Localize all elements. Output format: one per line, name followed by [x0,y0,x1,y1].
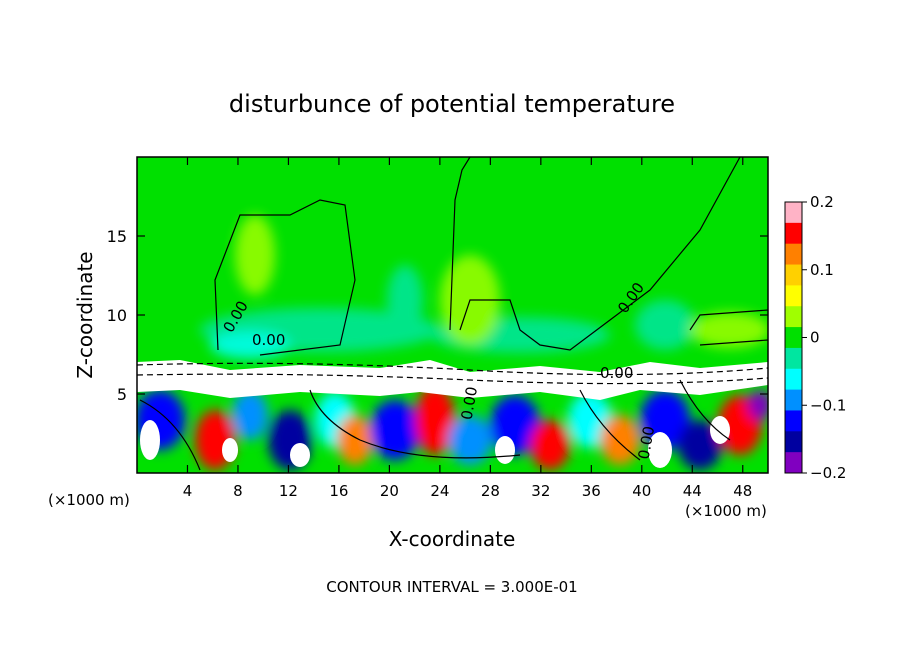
colorbar-tick-label: 0.1 [810,261,834,279]
colorbar-swatch [785,243,802,266]
x-unit-label-left: (×1000 m) [48,491,130,509]
colorbar-tick-label: −0.1 [810,396,846,414]
x-tick-label: 20 [380,482,399,500]
x-tick-label: 48 [733,482,752,500]
out-of-range-regions [137,360,768,468]
x-tick-label: 8 [233,482,243,500]
contour-lines [137,157,768,471]
colorbar: 0.2 0.1 0 −0.1 −0.2 [784,193,846,482]
colorbar-swatch [785,327,802,349]
colorbar-swatch [785,306,802,328]
plot-area: 0.00 0.00 0.00 0.00 0.00 0.00 [137,157,768,473]
x-tick-label: 24 [430,482,449,500]
colorbar-swatch [785,410,802,432]
x-tick-label: 40 [632,482,651,500]
contour-label: 0.00 [252,331,285,349]
colorbar-swatch [785,452,802,474]
x-tick-label: 28 [481,482,500,500]
colorbar-swatch [785,347,802,370]
x-axis: 4 8 12 16 20 24 28 32 36 40 44 48 [183,157,752,500]
contour-label: 0.00 [600,364,633,382]
x-tick-label: 32 [531,482,550,500]
x-tick-label: 12 [279,482,298,500]
x-axis-label: X-coordinate [389,527,516,551]
contour-label: 0.00 [458,385,482,421]
colorbar-swatch [785,202,802,224]
y-tick-label: 10 [107,306,127,325]
contour-label: 0.00 [635,425,659,461]
colorbar-swatch [785,389,802,411]
x-tick-label: 16 [329,482,348,500]
x-tick-label: 4 [183,482,193,500]
x-tick-label: 44 [683,482,702,500]
y-tick-label: 5 [117,385,127,404]
upper-field-shading [200,215,768,359]
colorbar-swatch [785,222,802,245]
colorbar-swatch [785,368,802,391]
colorbar-swatch [785,285,802,307]
colorbar-tick-label: −0.2 [810,464,846,482]
colorbar-swatch [785,264,802,286]
y-axis: 5 10 15 [107,227,768,404]
colorbar-swatch [785,431,802,453]
colorbar-tick-label: 0.2 [810,193,834,211]
lower-layer-cells [137,385,768,470]
contour-interval-note: CONTOUR INTERVAL = 3.000E-01 [326,578,577,596]
y-tick-label: 15 [107,227,127,246]
y-axis-label: Z-coordinate [73,251,97,378]
colorbar-tick-label: 0 [810,329,820,347]
x-unit-label-right: (×1000 m) [685,502,767,520]
chart-title: disturbunce of potential temperature [229,90,675,118]
x-tick-label: 36 [582,482,601,500]
